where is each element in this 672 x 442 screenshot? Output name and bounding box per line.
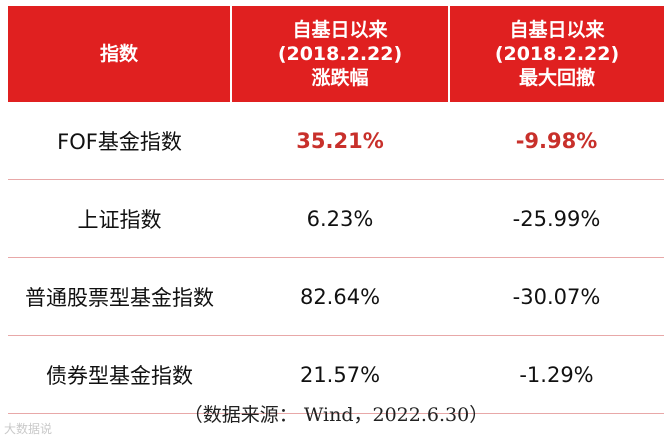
drawdown-cell: -30.07% [449, 257, 664, 336]
drawdown-cell: -25.99% [449, 179, 664, 258]
header-line: 自基日以来 [509, 19, 605, 41]
table-header: 指数 自基日以来 (2018.2.22) 涨跌幅 自基日以来 (2018.2.2… [8, 6, 664, 102]
return-cell: 21.57% [231, 335, 449, 414]
return-cell: 6.23% [231, 179, 449, 258]
index-name-cell: 普通股票型基金指数 [8, 257, 231, 336]
drawdown-cell: -9.98% [449, 102, 664, 180]
return-cell: 35.21% [231, 102, 449, 180]
table-body: FOF基金指数 35.21% -9.98% 上证指数 6.23% -25.99%… [8, 102, 664, 414]
table-row: 债券型基金指数 21.57% -1.29% [8, 335, 664, 414]
table-row: 上证指数 6.23% -25.99% [8, 179, 664, 258]
header-max-drawdown: 自基日以来 (2018.2.22) 最大回撤 [449, 6, 664, 102]
header-return-since-base: 自基日以来 (2018.2.22) 涨跌幅 [231, 6, 450, 102]
index-table-container: 指数 自基日以来 (2018.2.22) 涨跌幅 自基日以来 (2018.2.2… [8, 6, 664, 414]
header-line: 自基日以来 [292, 19, 388, 41]
header-line: 指数 [99, 43, 138, 65]
table-row: 普通股票型基金指数 82.64% -30.07% [8, 257, 664, 336]
header-index-name: 指数 [8, 6, 232, 102]
data-source-note: （数据来源： Wind，2022.6.30） [183, 404, 489, 426]
index-name-cell: 上证指数 [8, 179, 231, 258]
header-line: 最大回撤 [518, 67, 595, 89]
index-performance-table: 指数 自基日以来 (2018.2.22) 涨跌幅 自基日以来 (2018.2.2… [8, 6, 664, 414]
return-cell: 82.64% [231, 257, 449, 336]
watermark-logo: 大数据说 [4, 422, 53, 436]
drawdown-cell: -1.29% [449, 335, 664, 414]
header-line: (2018.2.22) [494, 43, 620, 65]
header-line: (2018.2.22) [277, 43, 403, 65]
table-row: FOF基金指数 35.21% -9.98% [8, 102, 664, 180]
index-name-cell: 债券型基金指数 [8, 335, 231, 414]
header-line: 涨跌幅 [311, 67, 369, 89]
header-row: 指数 自基日以来 (2018.2.22) 涨跌幅 自基日以来 (2018.2.2… [8, 6, 664, 102]
index-name-cell: FOF基金指数 [8, 102, 231, 180]
